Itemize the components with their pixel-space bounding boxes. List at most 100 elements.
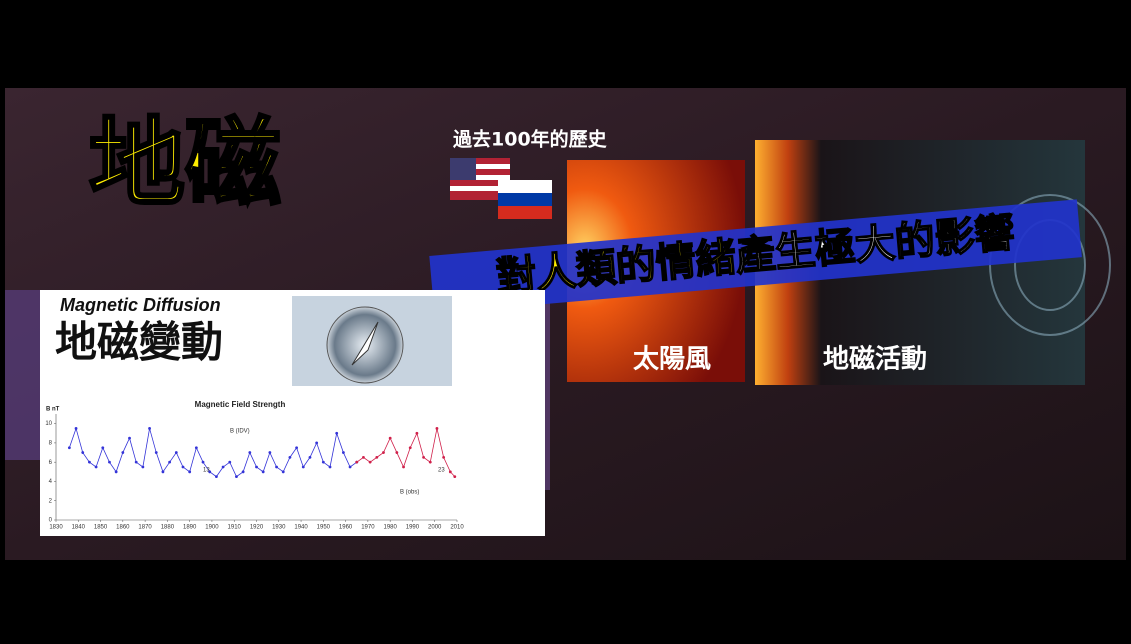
- data-point: [88, 460, 91, 464]
- data-point: [348, 465, 352, 469]
- x-tick-label: 1910: [228, 525, 242, 531]
- series-line: [68, 427, 357, 478]
- data-point: [114, 470, 118, 474]
- x-tick-label: 1880: [161, 525, 175, 531]
- data-point: [261, 470, 265, 474]
- x-tick-label: 1830: [49, 525, 63, 531]
- data-point: [248, 451, 252, 454]
- data-point: [208, 470, 212, 474]
- data-point: [228, 460, 232, 464]
- x-tick-label: 1870: [138, 525, 152, 531]
- series-line: [356, 428, 456, 477]
- x-tick-label: 1920: [250, 525, 264, 531]
- x-tick-label: 1970: [361, 525, 375, 531]
- legend-entry: B (IDV): [230, 429, 250, 435]
- data-point: [181, 465, 185, 469]
- flag-canton: [450, 158, 476, 180]
- y-tick-label: 2: [49, 498, 53, 504]
- data-point: [121, 451, 125, 454]
- data-point: [161, 470, 165, 474]
- data-point: [402, 465, 405, 469]
- data-point: [188, 470, 192, 474]
- data-point: [74, 427, 78, 430]
- panel-title: 地磁變動: [55, 318, 223, 367]
- data-point: [442, 455, 446, 459]
- compass-needle: [351, 321, 379, 366]
- y-axis-label: B nT: [46, 407, 60, 413]
- caption: 地磁活動: [823, 344, 927, 375]
- x-tick-label: 1980: [383, 525, 397, 531]
- data-point: [415, 431, 419, 435]
- data-point: [168, 460, 172, 464]
- data-point: [368, 460, 372, 464]
- panel-subtitle: Magnetic Diffusion: [60, 295, 221, 315]
- data-point: [194, 446, 198, 450]
- x-tick-label: 1950: [317, 525, 331, 531]
- data-point: [221, 465, 225, 469]
- annotation: 13: [203, 468, 210, 474]
- data-point: [335, 431, 339, 435]
- data-point: [94, 465, 98, 469]
- data-point: [341, 451, 345, 454]
- x-tick-label: 2000: [428, 525, 442, 531]
- data-point: [388, 436, 392, 440]
- x-tick-label: 1930: [272, 525, 286, 531]
- history-label: 過去100年的歷史: [453, 128, 608, 151]
- data-point: [154, 451, 158, 454]
- data-point: [315, 441, 319, 445]
- x-tick-label: 2010: [450, 525, 464, 531]
- data-point: [448, 470, 452, 474]
- data-point: [134, 460, 138, 464]
- data-point: [308, 455, 312, 459]
- flags: [450, 158, 552, 219]
- purple-shape: [5, 290, 45, 460]
- y-tick-label: 4: [49, 479, 53, 485]
- ru-flag: [498, 180, 552, 193]
- data-point: [128, 436, 131, 440]
- data-point: [255, 465, 258, 469]
- data-point: [268, 451, 272, 454]
- data-point: [295, 446, 298, 450]
- x-tick-label: 1840: [72, 525, 86, 531]
- flag-stripe: [450, 186, 510, 191]
- legend-entry: B (obs): [400, 490, 419, 496]
- data-point: [101, 446, 105, 450]
- data-point: [301, 465, 305, 469]
- data-point: [355, 460, 359, 464]
- data-point: [67, 446, 71, 450]
- x-tick-label: 1940: [294, 525, 308, 531]
- chart-title: Magnetic Field Strength: [195, 400, 286, 409]
- data-point: [408, 446, 412, 450]
- data-point: [382, 451, 385, 454]
- data-point: [275, 465, 278, 469]
- x-tick-label: 1850: [94, 525, 108, 531]
- flag-stripe: [450, 164, 510, 169]
- y-tick-label: 0: [49, 518, 53, 524]
- data-point: [288, 455, 292, 459]
- data-point: [141, 465, 145, 469]
- data-point: [281, 470, 285, 474]
- data-point: [328, 465, 332, 469]
- data-point: [201, 460, 205, 464]
- caption: 太陽風: [633, 345, 711, 375]
- flag-stripe: [450, 175, 510, 180]
- y-tick-label: 8: [49, 440, 53, 446]
- data-point: [241, 470, 245, 474]
- x-tick-label: 1890: [183, 525, 197, 531]
- data-point: [375, 455, 379, 459]
- annotation: 23: [438, 468, 445, 474]
- banner-bar: [429, 199, 1082, 314]
- x-tick-label: 1990: [406, 525, 420, 531]
- data-point: [215, 475, 218, 479]
- y-tick-label: 6: [49, 460, 53, 466]
- data-point: [174, 451, 178, 454]
- x-tick-label: 1860: [116, 525, 130, 531]
- main-title: 地磁: [89, 107, 281, 219]
- ru-flag: [498, 206, 552, 219]
- x-tick-label: 1960: [339, 525, 353, 531]
- data-point: [362, 455, 365, 459]
- data-point: [81, 451, 85, 454]
- data-point: [148, 427, 151, 430]
